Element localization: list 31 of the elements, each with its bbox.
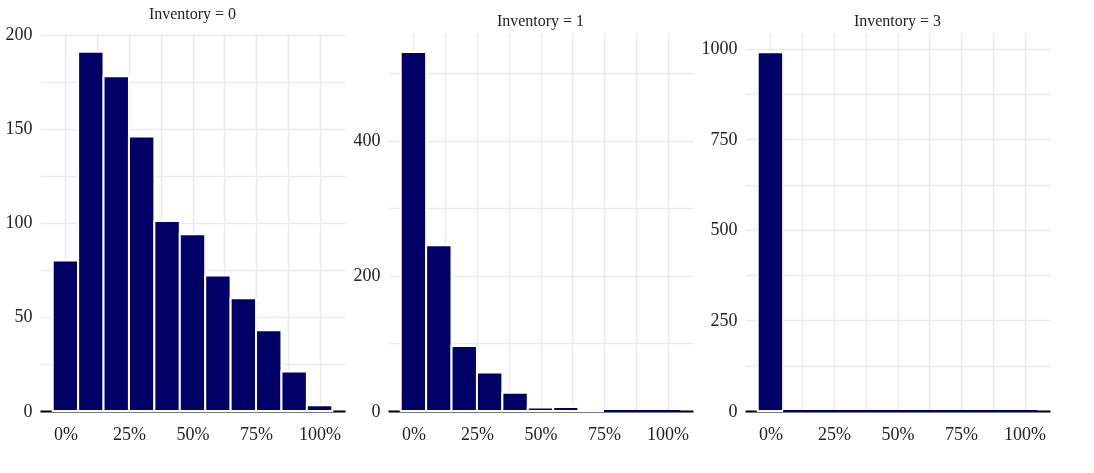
y-tick-label: 50	[14, 306, 33, 327]
y-tick-label: 0	[371, 400, 381, 421]
y-tick-label: 500	[710, 219, 738, 240]
y-tick-label: 150	[5, 118, 33, 139]
y-tick-label: 750	[710, 128, 738, 149]
x-tick-label: 25%	[817, 423, 851, 444]
x-tick-label: 0%	[758, 423, 783, 444]
chart-title: Inventory = 1	[496, 12, 585, 30]
y-tick-label: 400	[353, 130, 381, 151]
y-tick-label: 0	[728, 400, 738, 421]
x-tick-label: 75%	[945, 423, 979, 444]
y-tick-label: 200	[5, 24, 33, 45]
x-tick-label: 100%	[647, 423, 690, 444]
y-tick-label: 200	[353, 265, 381, 286]
chart-title: Inventory = 0	[148, 4, 237, 23]
x-tick-label: 0%	[401, 423, 426, 444]
x-tick-label: 0%	[53, 423, 78, 444]
x-tick-label: 25%	[460, 423, 494, 444]
y-tick-label: 0	[23, 400, 33, 421]
x-tick-label: 100%	[1004, 423, 1047, 444]
x-tick-label: 100%	[299, 423, 342, 444]
x-tick-label: 25%	[112, 423, 146, 444]
x-tick-label: 50%	[176, 423, 210, 444]
x-tick-label: 75%	[588, 423, 622, 444]
x-tick-label: 50%	[881, 423, 915, 444]
y-tick-label: 100	[5, 212, 33, 233]
x-tick-label: 75%	[240, 423, 274, 444]
chart-title: Inventory = 3	[853, 12, 942, 30]
x-tick-label: 50%	[524, 423, 558, 444]
y-tick-label: 1000	[701, 38, 738, 59]
y-tick-label: 250	[710, 309, 738, 330]
